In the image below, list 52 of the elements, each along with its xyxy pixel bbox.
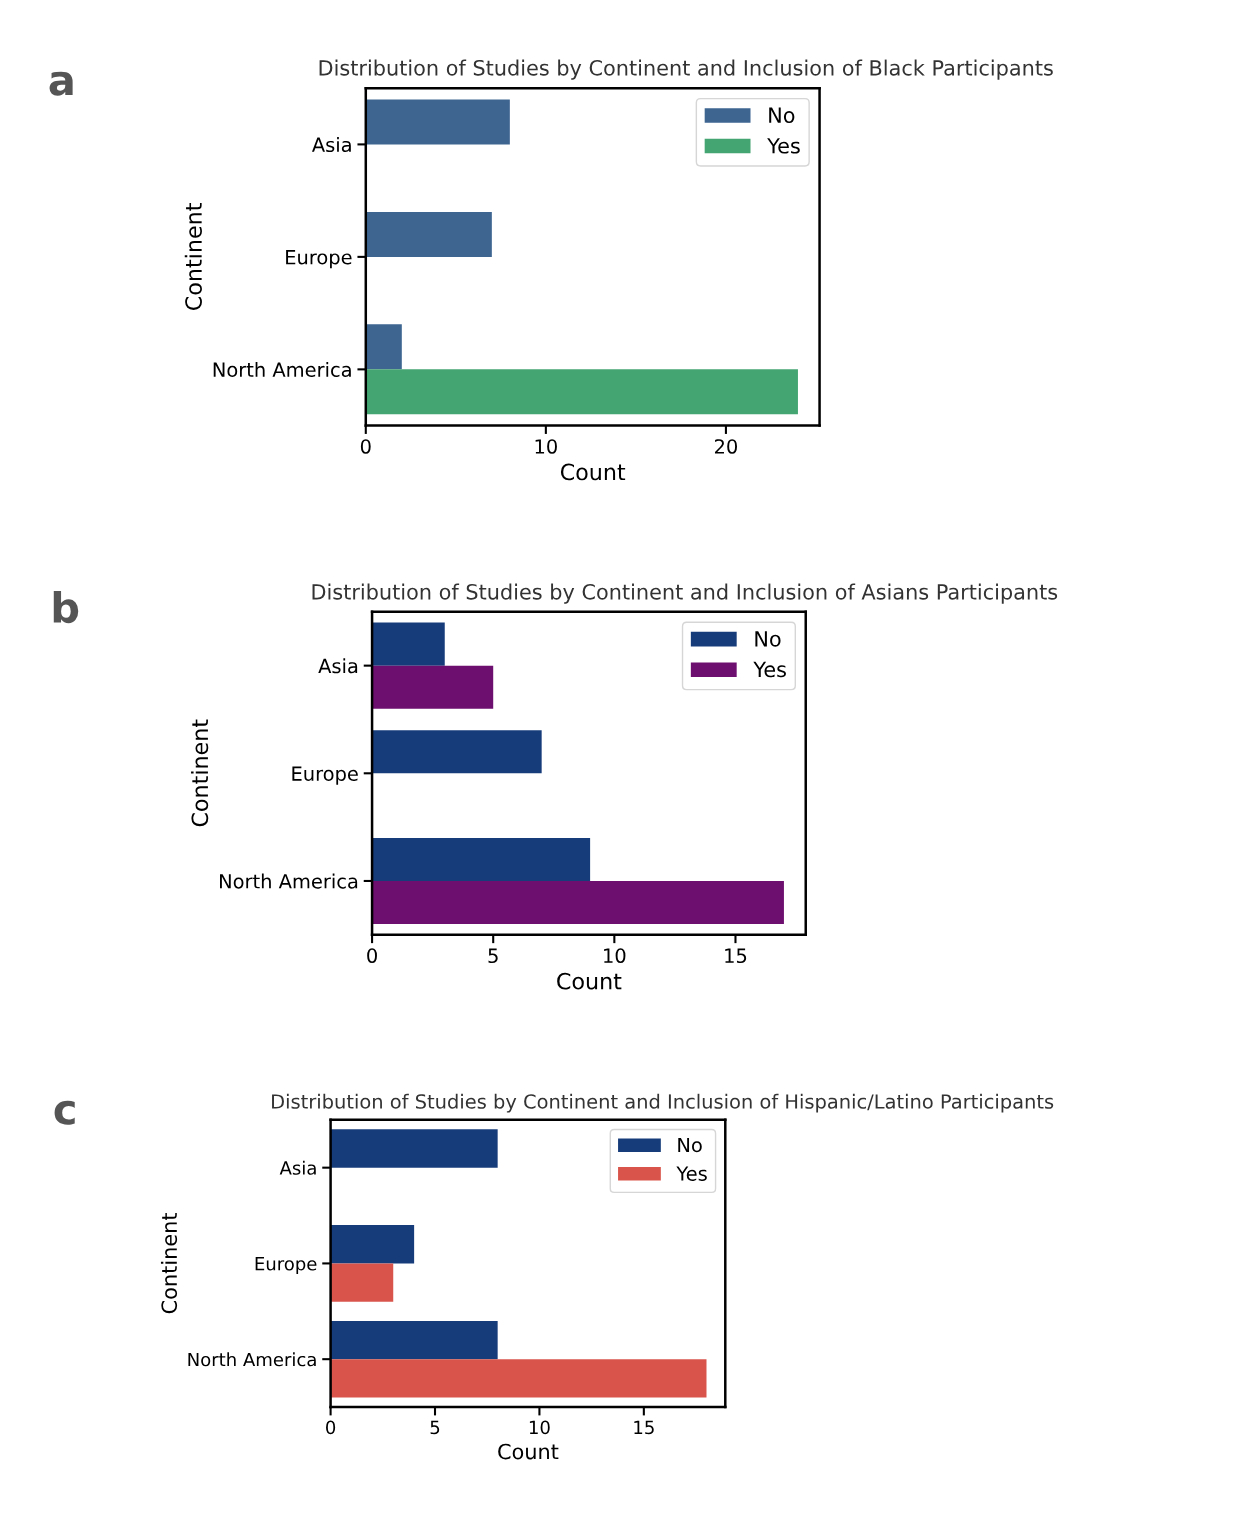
- y-axis-title: Continent: [191, 719, 209, 827]
- bar: [365, 324, 402, 370]
- chart-title: Distribution of Studies by Continent and Inclusion of Hispanic/Latino Participants: [272, 1093, 1054, 1113]
- x-tick-label: 0: [367, 948, 377, 964]
- text: b: [53, 590, 79, 624]
- legend-label: No: [678, 1137, 702, 1153]
- y-axis-title: Continent: [160, 1213, 178, 1314]
- y-tick-label: North America: [188, 1352, 316, 1367]
- x-tick-label: 5: [430, 1420, 440, 1435]
- bar: [372, 622, 445, 666]
- chart-title: Distribution of Studies by Continent and Inclusion of Asians Participants: [312, 583, 1058, 604]
- bar: [365, 99, 510, 145]
- legend-label: No: [769, 107, 795, 124]
- x-tick-label: 0: [326, 1420, 336, 1435]
- y-tick-label: Europe: [292, 766, 358, 785]
- x-tick-label: 10: [535, 439, 557, 454]
- bar: [330, 1225, 415, 1264]
- bar: [330, 1129, 498, 1168]
- text: c: [54, 1100, 75, 1125]
- bar: [365, 369, 798, 415]
- x-tick-label: 20: [714, 439, 738, 454]
- x-tick-label: 10: [529, 1420, 550, 1435]
- x-axis-title: Count: [557, 972, 622, 990]
- y-tick-label: Asia: [312, 137, 351, 153]
- y-tick-label: North America: [213, 361, 351, 378]
- bar: [330, 1263, 394, 1302]
- bar: [365, 211, 492, 257]
- y-tick-label: Asia: [279, 1160, 316, 1175]
- x-tick-label: 10: [604, 948, 626, 964]
- legend-label: No: [755, 631, 781, 647]
- y-axis-title: Continent: [184, 203, 202, 310]
- x-tick-label: 15: [634, 1420, 654, 1435]
- bar: [372, 665, 494, 709]
- bar: [330, 1320, 498, 1360]
- legend-label: Yes: [676, 1166, 707, 1181]
- x-tick-label: 0: [360, 439, 371, 454]
- y-tick-label: North America: [220, 873, 358, 889]
- x-axis-title: Count: [560, 463, 626, 481]
- bar: [372, 837, 591, 881]
- chart-title: Distribution of Studies by Continent and Inclusion of Black Participants: [319, 59, 1053, 80]
- y-tick-label: Europe: [255, 1257, 317, 1275]
- legend-label: Yes: [753, 661, 786, 678]
- text: a: [49, 71, 73, 96]
- bar: [330, 1359, 707, 1398]
- x-axis-title: Count: [498, 1443, 559, 1460]
- y-tick-label: Asia: [318, 658, 358, 674]
- legend-label: Yes: [767, 138, 800, 154]
- x-tick-label: 15: [725, 948, 747, 964]
- bar: [372, 880, 784, 925]
- bar: [372, 730, 542, 774]
- x-tick-label: 5: [488, 948, 498, 964]
- y-tick-label: Europe: [286, 250, 352, 269]
